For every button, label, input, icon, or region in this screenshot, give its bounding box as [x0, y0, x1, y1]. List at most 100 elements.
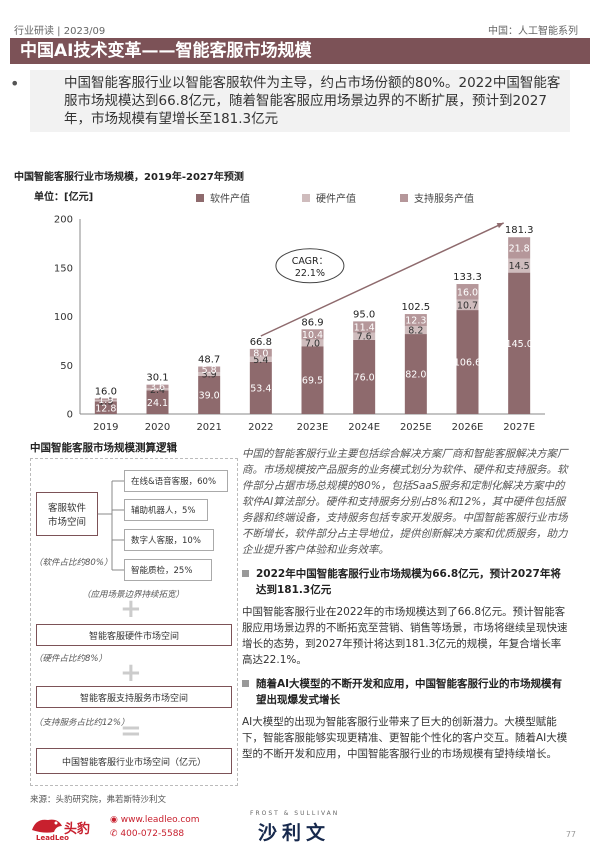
- summary-text: 中国智能客服行业以智能客服软件为主导，约占市场份额的80%。2022中国智能客服…: [64, 75, 561, 127]
- bar-segment-label: 24.1: [147, 398, 168, 409]
- bar-segment: [146, 388, 169, 391]
- legend-hardware: 硬件产值: [302, 190, 356, 205]
- software-space-box: 客服软件 市场空间: [36, 492, 98, 536]
- phone-number: 400-072-5588: [120, 829, 185, 839]
- header-right: 中国：人工智能系列: [488, 26, 578, 37]
- x-tick-label: 2021: [196, 422, 221, 433]
- bar-segment-label: 145.0: [506, 339, 533, 350]
- bar-total-label: 181.3: [505, 225, 534, 236]
- legend-swatch-software: [196, 193, 204, 202]
- bar-total-label: 133.3: [453, 272, 482, 283]
- bar-segment-label: 39.0: [199, 390, 220, 401]
- website-link[interactable]: www.leadleo.com: [120, 815, 200, 825]
- bar-segment: [404, 314, 427, 327]
- square-bullet-icon: [242, 680, 249, 687]
- y-tick-label: 200: [54, 215, 73, 226]
- bar-segment-label: 3.6: [150, 382, 165, 393]
- bar-segment-label: 8.2: [408, 326, 423, 337]
- plus-sign-2: +: [120, 658, 142, 688]
- bar-total-label: 48.7: [198, 355, 220, 366]
- frost-sullivan-en: FROST & SULLIVAN: [250, 810, 340, 817]
- bar-segment-label: 10.7: [457, 300, 478, 311]
- bar-segment: [146, 390, 169, 414]
- bar-segment-label: 5.8: [202, 365, 217, 376]
- bar-total-label: 95.0: [353, 309, 375, 320]
- bar-segment: [249, 361, 272, 414]
- bar-segment-label: 14.5: [509, 261, 530, 272]
- logo-en: LeadLeo: [36, 834, 69, 842]
- x-tick-label: 2025E: [400, 422, 432, 433]
- sub-item-assist-robot: 辅助机器人，5%: [124, 499, 208, 521]
- x-tick-label: 2027E: [503, 422, 535, 433]
- bar-segment-label: 12.3: [405, 316, 426, 327]
- bar-segment: [301, 339, 324, 347]
- bar-segment: [456, 284, 479, 300]
- equals-sign: =: [120, 716, 142, 746]
- square-bullet-icon: [242, 570, 249, 577]
- y-tick-label: 50: [60, 361, 73, 372]
- x-tick-label: 2024E: [348, 422, 380, 433]
- page-number: 77: [565, 830, 576, 839]
- bar-total-label: 102.5: [402, 302, 431, 313]
- plus-sign-1: +: [120, 594, 142, 624]
- x-tick-label: 2019: [93, 422, 118, 433]
- bar-segment: [301, 346, 324, 414]
- section-heading-1: 2022年中国智能客服行业市场规模为66.8亿元，预计2027年将达到181.3…: [242, 566, 568, 598]
- bar-segment-label: 76.0: [354, 372, 375, 383]
- bar-segment: [94, 398, 117, 401]
- bar-segment-label: 1.9: [98, 395, 113, 406]
- cagr-arrow-line: [260, 222, 504, 337]
- sub-item-quality-check: 智能质检，25%: [124, 559, 212, 581]
- bar-segment: [353, 332, 376, 340]
- sub-item-online-voice: 在线&语音客服，60%: [124, 470, 228, 492]
- bar-segment: [249, 356, 272, 362]
- bar-segment-label: 8.0: [253, 348, 268, 359]
- bar-total-label: 30.1: [146, 373, 168, 384]
- globe-icon: ◉: [110, 815, 121, 825]
- bullet-icon: •: [10, 74, 20, 93]
- bar-segment: [404, 326, 427, 335]
- legend-label-hardware: 硬件产值: [316, 194, 356, 205]
- bar-segment: [94, 400, 117, 402]
- bar-segment-label: 21.8: [509, 243, 530, 254]
- source-note: 来源：头豹研究院，弗若斯特沙利文: [30, 795, 167, 805]
- phone-row: ✆ 400-072-5588: [110, 829, 184, 839]
- section-heading-2-text: 随着AI大模型的不断开发和应用，中国智能客服行业的市场规模有望出现爆发式增长: [256, 678, 563, 706]
- bar-segment: [353, 339, 376, 414]
- section-paragraph-2: AI大模型的出现为智能客服行业带来了巨大的创新潜力。大模型赋能下，智能客服能够实…: [242, 716, 568, 760]
- leadleo-logo-icon: [32, 819, 62, 833]
- legend-service: 支持服务产值: [400, 190, 474, 205]
- cagr-value: 22.1%: [295, 268, 325, 279]
- bar-segment: [404, 334, 427, 414]
- bar-segment: [508, 237, 531, 259]
- logic-title: 中国智能客服市场规模测算逻辑: [30, 442, 177, 454]
- market-size-chart: 05010015020012.81.31.916.0201924.12.43.6…: [54, 215, 545, 433]
- bar-segment-label: 7.0: [305, 338, 320, 349]
- bar-segment-label: 82.0: [405, 370, 426, 381]
- bar-segment-label: 53.4: [250, 383, 271, 394]
- section-paragraph-1: 中国智能客服行业在2022年的市场规模达到了66.8亿元。预计智能客服应用场景边…: [242, 606, 568, 666]
- bar-segment-label: 3.9: [202, 370, 217, 381]
- bar-segment-label: 16.0: [457, 287, 478, 298]
- bar-segment-label: 11.4: [354, 322, 375, 333]
- x-tick-label: 2026E: [452, 422, 484, 433]
- cagr-label: CAGR：: [292, 256, 328, 267]
- header-left: 行业研读 | 2023/09: [14, 26, 106, 37]
- logo-cn: 头豹: [64, 822, 91, 837]
- bar-segment-label: 12.8: [95, 403, 116, 414]
- bar-segment-label: 5.4: [253, 355, 268, 366]
- note-hardware: （硬件占比约8%）: [34, 654, 107, 664]
- bar-total-label: 66.8: [250, 337, 272, 348]
- bar-segment-label: 106.6: [454, 358, 481, 369]
- bar-segment: [198, 375, 221, 414]
- page-title: 中国AI技术变革——智能客服市场规模: [10, 38, 590, 64]
- frost-sullivan-cn: 沙利文: [258, 822, 331, 844]
- x-tick-label: 2020: [145, 422, 170, 433]
- bar-segment-label: 10.4: [302, 330, 323, 341]
- bar-segment-label: 2.4: [150, 385, 165, 396]
- note-scenario: （应用场景边界持续拓宽）: [82, 590, 185, 600]
- intro-paragraph: 中国的智能客服行业主要包括综合解决方案厂商和智能客服解决方案厂商。市场规模按产品…: [242, 448, 568, 556]
- y-tick-label: 0: [67, 410, 73, 421]
- bar-segment: [353, 321, 376, 333]
- logic-diagram: [30, 458, 238, 786]
